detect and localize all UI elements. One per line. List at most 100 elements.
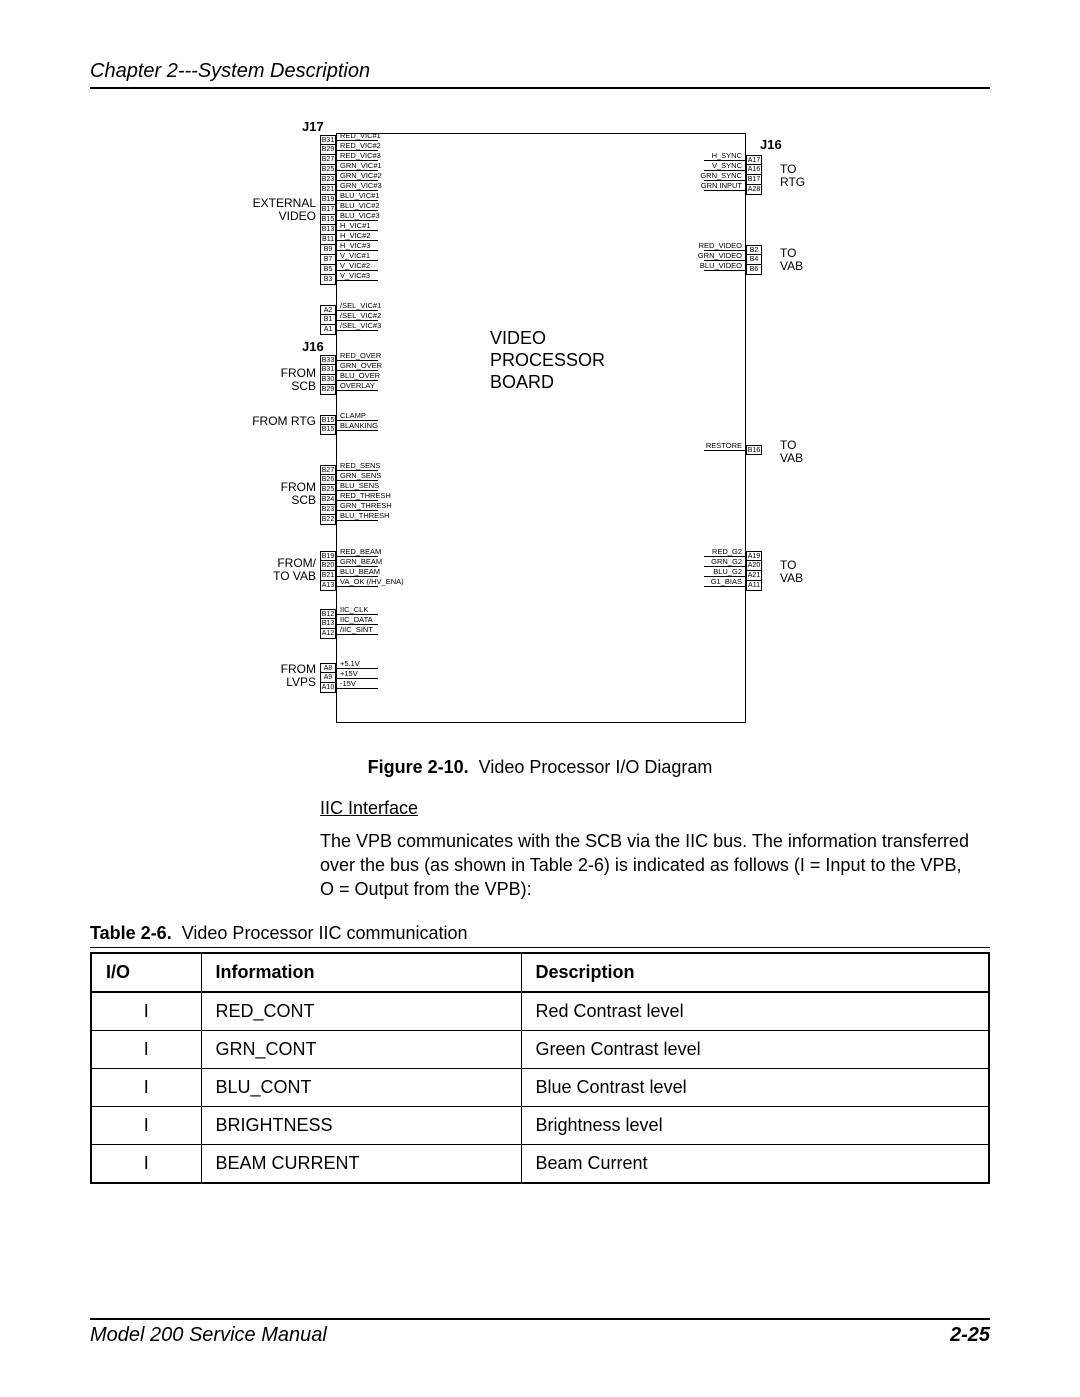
pin-number: A8 — [320, 663, 336, 673]
signal-line: OVERLAY — [336, 390, 378, 391]
signal-label: RED_VIC#3 — [340, 151, 381, 160]
signal-label: G1_BIAS — [711, 577, 742, 586]
table-cell: GRN_CONT — [201, 1031, 521, 1069]
pin-row-left: A12/IIC_SINT — [320, 629, 378, 639]
pin-number: A11 — [746, 581, 762, 591]
processor-box — [336, 133, 746, 723]
pin-row-right: RESTOREB16 — [704, 445, 762, 455]
table-cell: BRIGHTNESS — [201, 1107, 521, 1145]
signal-label: BLU_OVER — [340, 371, 380, 380]
table-row: IBLU_CONTBlue Contrast level — [91, 1069, 989, 1107]
figure-caption: Figure 2-10. Video Processor I/O Diagram — [90, 757, 990, 778]
pin-number: B30 — [320, 375, 336, 385]
table-cell: Beam Current — [521, 1145, 989, 1184]
signal-label: RED_VIC#2 — [340, 141, 381, 150]
pin-number: B11 — [320, 235, 336, 245]
pin-row-left: B3V_VIC#3 — [320, 275, 378, 285]
pin-number: B23 — [320, 505, 336, 515]
iic-paragraph: The VPB communicates with the SCB via th… — [320, 829, 980, 901]
table-cell: Blue Contrast level — [521, 1069, 989, 1107]
signal-line: BLANKING — [336, 430, 378, 431]
label-to-vab-2: TOVAB — [780, 439, 803, 465]
signal-line: VA_OK (/HV_ENA) — [336, 586, 378, 587]
signal-label: RED_BEAM — [340, 547, 381, 556]
pin-number: B13 — [320, 225, 336, 235]
table-cell: I — [91, 1031, 201, 1069]
pin-number: B20 — [320, 561, 336, 571]
table-header-cell: Description — [521, 953, 989, 992]
pin-number: B15 — [320, 425, 336, 435]
signal-line: -15V — [336, 688, 378, 689]
signal-label: /SEL_VIC#1 — [340, 301, 381, 310]
footer-page-number: 2-25 — [950, 1324, 990, 1347]
box-title: VIDEOPROCESSORBOARD — [490, 327, 605, 393]
signal-label: V_VIC#2 — [340, 261, 370, 270]
signal-label: V_VIC#3 — [340, 271, 370, 280]
signal-line: GRN INPUT — [704, 190, 746, 191]
signal-label: GRN_VIDEO — [698, 251, 742, 260]
table-cell: I — [91, 992, 201, 1031]
pin-number: B21 — [320, 185, 336, 195]
signal-label: V_SYNC — [712, 161, 742, 170]
table-cell: RED_CONT — [201, 992, 521, 1031]
signal-line: G1_BIAS — [704, 586, 746, 587]
signal-line: BLU_VIDEO — [704, 270, 746, 271]
diagram-container: VIDEOPROCESSORBOARD J17 J16 J16 EXTERNAL… — [90, 119, 990, 739]
table-cell: Red Contrast level — [521, 992, 989, 1031]
signal-line: BLU_THRESH — [336, 520, 378, 521]
signal-line: /IIC_SINT — [336, 634, 378, 635]
signal-label: BLU_VIC#2 — [340, 201, 380, 210]
pin-number: A20 — [746, 561, 762, 571]
table-label: Table 2-6. — [90, 923, 172, 943]
pin-number: B7 — [320, 255, 336, 265]
signal-label: H_VIC#1 — [340, 221, 370, 230]
signal-label: GRN_G2 — [711, 557, 742, 566]
signal-label: H_VIC#3 — [340, 241, 370, 250]
pin-number: B31 — [320, 135, 336, 145]
footer-doc-title: Model 200 Service Manual — [90, 1324, 327, 1347]
signal-label: VA_OK (/HV_ENA) — [340, 577, 404, 586]
signal-line: V_VIC#3 — [336, 280, 378, 281]
table-row: IGRN_CONTGreen Contrast level — [91, 1031, 989, 1069]
signal-label: BLU_VIC#1 — [340, 191, 380, 200]
pin-row-left: A1/SEL_VIC#3 — [320, 325, 378, 335]
signal-label: GRN_SENS — [340, 471, 381, 480]
signal-label: OVERLAY — [340, 381, 375, 390]
signal-line: RESTORE — [704, 450, 746, 451]
pin-number: B15 — [320, 415, 336, 425]
signal-label: CLAMP — [340, 411, 366, 420]
label-external-video: EXTERNALVIDEO — [236, 197, 316, 223]
signal-label: H_SYNC — [712, 151, 742, 160]
signal-label: GRN_VIC#2 — [340, 171, 382, 180]
pin-number: B5 — [320, 265, 336, 275]
pin-number: A12 — [320, 629, 336, 639]
signal-label: BLU_SENS — [340, 481, 379, 490]
pin-number: B27 — [320, 155, 336, 165]
table-caption-text: Video Processor IIC communication — [182, 923, 468, 943]
signal-label: RED_THRESH — [340, 491, 391, 500]
pin-number: A1 — [320, 325, 336, 335]
label-to-vab-1: TOVAB — [780, 247, 803, 273]
figure-label: Figure 2-10. — [368, 757, 469, 777]
table-body: IRED_CONTRed Contrast levelIGRN_CONTGree… — [91, 992, 989, 1183]
signal-label: BLU_BEAM — [340, 567, 380, 576]
figure-text: Video Processor I/O Diagram — [479, 757, 713, 777]
table-cell: I — [91, 1069, 201, 1107]
video-processor-diagram: VIDEOPROCESSORBOARD J17 J16 J16 EXTERNAL… — [260, 119, 820, 739]
pin-row-right: G1_BIASA11 — [704, 581, 762, 591]
pin-number: B17 — [746, 175, 762, 185]
signal-label: /SEL_VIC#2 — [340, 311, 381, 320]
signal-label: IIC_DATA — [340, 615, 373, 624]
pin-number: B23 — [320, 175, 336, 185]
pin-number: B1 — [320, 315, 336, 325]
pin-number: B16 — [746, 445, 762, 455]
signal-label: GRN_OVER — [340, 361, 382, 370]
signal-label: RED_G2 — [712, 547, 742, 556]
table-caption: Table 2-6. Video Processor IIC communica… — [90, 923, 990, 948]
table-row: IBRIGHTNESSBrightness level — [91, 1107, 989, 1145]
signal-label: BLU_G2 — [713, 567, 742, 576]
table-row: IRED_CONTRed Contrast level — [91, 992, 989, 1031]
pin-number: B22 — [320, 515, 336, 525]
signal-label: RED_SENS — [340, 461, 380, 470]
pin-row-left: B15BLANKING — [320, 425, 378, 435]
